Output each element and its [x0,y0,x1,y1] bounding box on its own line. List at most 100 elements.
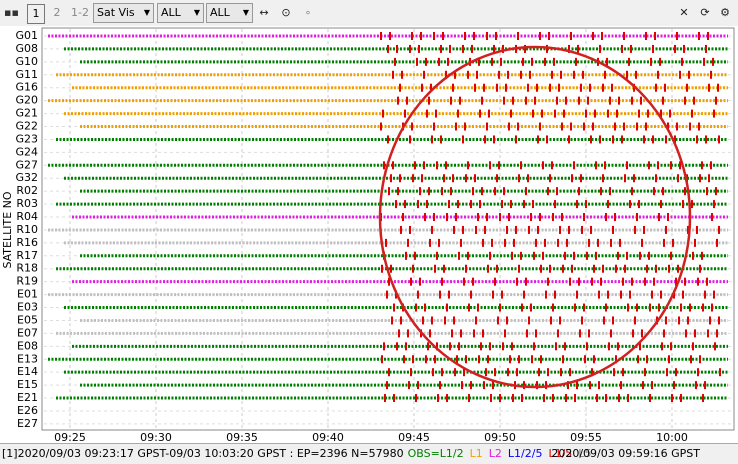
slip-mark [583,303,585,312]
button[interactable]: 1-2 [71,6,89,19]
slip-mark [409,44,411,53]
slip-mark [660,290,662,299]
plot-type-select[interactable]: Sat Vis [93,3,154,23]
slip-mark [566,238,568,247]
slip-mark [490,394,492,403]
slip-mark [477,213,479,222]
slip-mark [704,381,706,390]
slip-mark [666,368,668,377]
slip-mark [626,161,628,170]
slip-mark [479,109,481,118]
button[interactable]: 1 [27,4,45,24]
slip-mark [545,381,547,390]
slip-mark [586,251,588,260]
slip-mark [520,161,522,170]
slip-mark [540,264,542,273]
slip-mark [525,187,527,196]
slip-mark [718,316,720,325]
slip-mark [684,187,686,196]
slip-mark [518,264,520,273]
status-time: 2020/09/03 09:59:16 GPST [551,447,700,460]
filter-select[interactable]: ALL [206,3,253,23]
slip-mark [510,200,512,209]
slip-mark [409,225,411,234]
slip-mark [711,303,713,312]
slip-mark [470,381,472,390]
slip-mark [518,355,520,364]
slip-mark [389,32,391,40]
slip-mark [431,135,433,144]
slip-mark [624,174,626,183]
slip-mark [447,57,449,66]
point-button[interactable]: ∘ [304,6,312,19]
slip-mark [439,381,441,390]
slip-mark [589,381,591,390]
slip-mark [498,161,500,170]
reload-button[interactable]: ⟳ [700,6,710,19]
slip-mark [460,238,462,247]
settings-button[interactable]: ⚙ [720,6,730,19]
slip-mark [380,32,382,40]
slip-mark [577,44,579,53]
slip-mark [551,161,553,170]
slip-mark [457,109,459,118]
slip-mark [696,135,698,144]
slip-mark [649,303,651,312]
slip-mark [636,122,638,131]
slip-mark [543,394,545,403]
slip-mark [716,238,718,247]
slip-mark [499,303,501,312]
slip-mark [411,32,413,40]
slip-mark [602,264,604,273]
slip-mark [461,381,463,390]
slip-mark [614,213,616,222]
slip-mark [644,368,646,377]
slip-mark [709,316,711,325]
slip-mark [536,381,538,390]
slip-mark [559,225,561,234]
slip-mark [588,238,590,247]
center-button[interactable]: ⊙ [281,6,291,19]
slip-mark [449,342,451,351]
fit-button[interactable]: ↔ [259,6,269,19]
slip-mark [432,368,434,377]
slip-mark [472,277,474,286]
slip-mark [684,277,686,286]
slip-mark [508,122,510,131]
slip-mark [477,303,479,312]
slip-mark [544,238,546,247]
slip-mark [492,290,494,299]
slip-mark [621,135,623,144]
slip-mark [574,303,576,312]
slip-mark [503,187,505,196]
slip-mark [507,368,509,377]
record-icon[interactable]: ▪▪ [4,6,19,19]
close-button[interactable]: ✕ [679,6,689,19]
row-label: E14 [17,365,38,378]
slip-mark [622,277,624,286]
slip-mark [667,213,669,222]
slip-mark [546,44,548,53]
slip-mark [546,135,548,144]
slip-mark [460,329,462,338]
slip-mark [545,290,547,299]
slip-mark [410,277,412,286]
filter-select[interactable]: ALL [157,3,204,23]
slip-mark [532,109,534,118]
slip-mark [679,161,681,170]
slip-mark [718,135,720,144]
slip-mark [489,161,491,170]
slip-mark [402,213,404,222]
slip-mark [713,200,715,209]
plot: SATELLITE NO 09:25 09:30 09:35 09:40 09:45 09… [1,27,735,443]
slip-mark [624,264,626,273]
slip-mark [558,83,560,92]
slip-mark [682,200,684,209]
slip-mark [702,303,704,312]
slip-mark [430,83,432,92]
button[interactable]: 2 [53,6,61,19]
slip-mark [582,70,584,79]
slip-mark [448,290,450,299]
slip-mark [713,290,715,299]
row-label: R17 [16,249,38,262]
